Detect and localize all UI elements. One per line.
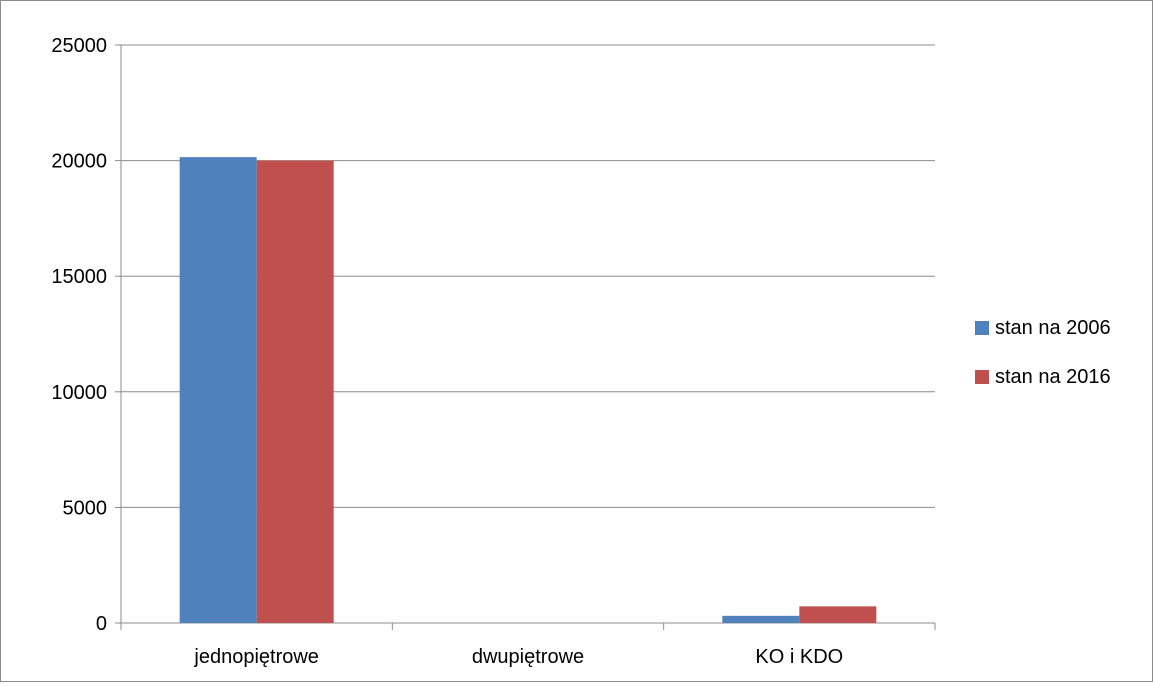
- x-axis-ticks: jednopiętrowe dwupiętrowe KO i KDO: [120, 623, 936, 668]
- y-tick-label: 0: [96, 613, 107, 635]
- x-category-label: KO i KDO: [755, 646, 843, 668]
- y-tick-label: 10000: [51, 382, 107, 404]
- bar-stan-na-2016: [256, 160, 334, 623]
- legend-label: stan na 2006: [995, 317, 1111, 339]
- bars: [179, 157, 877, 623]
- x-category-label: dwupiętrowe: [472, 646, 584, 668]
- legend: stan na 2006 stan na 2016: [975, 317, 1111, 388]
- y-axis-ticks: 0 5000 10000 15000 20000 25000: [51, 35, 121, 635]
- legend-label: stan na 2016: [995, 366, 1111, 388]
- bar-stan-na-2006: [179, 157, 257, 623]
- legend-swatch: [975, 321, 989, 335]
- y-tick-label: 20000: [51, 151, 107, 173]
- y-tick-label: 25000: [51, 35, 107, 57]
- legend-swatch: [975, 370, 989, 384]
- y-tick-label: 15000: [51, 266, 107, 288]
- x-category-label: jednopiętrowe: [193, 646, 319, 668]
- bar-stan-na-2016: [799, 606, 877, 623]
- y-tick-label: 5000: [63, 497, 108, 519]
- bar-stan-na-2006: [722, 615, 800, 623]
